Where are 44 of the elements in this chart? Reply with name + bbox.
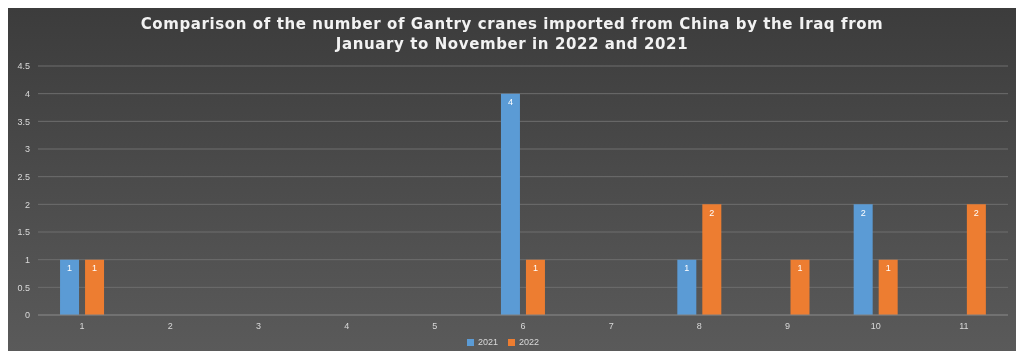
bar	[853, 204, 873, 315]
data-label: 1	[684, 263, 690, 274]
x-tick-label: 4	[344, 321, 350, 332]
x-tick-label: 7	[608, 321, 614, 332]
y-tick-label: 1	[24, 254, 30, 265]
y-tick-label: 4.5	[17, 61, 30, 72]
y-tick-label: 3.5	[17, 116, 30, 127]
data-label: 4	[507, 97, 513, 108]
x-tick-label: 11	[959, 321, 969, 332]
bar	[878, 259, 898, 315]
y-tick-label: 4	[24, 88, 30, 99]
data-label: 1	[532, 263, 538, 274]
x-tick-label: 6	[520, 321, 526, 332]
y-tick-label: 1.5	[17, 227, 30, 238]
y-tick-label: 0	[24, 310, 30, 321]
data-label: 2	[973, 207, 979, 218]
legend-label: 2021	[477, 337, 498, 347]
bar	[677, 259, 697, 315]
bar	[60, 259, 80, 315]
bar	[702, 204, 722, 315]
x-tick-label: 10	[870, 321, 881, 332]
y-tick-label: 2.5	[17, 171, 30, 182]
bar	[85, 259, 105, 315]
data-label: 1	[67, 263, 73, 274]
bar	[525, 259, 545, 315]
data-label: 1	[797, 263, 803, 274]
data-label: 2	[860, 207, 866, 218]
y-tick-label: 0.5	[17, 282, 30, 293]
bar	[966, 204, 986, 315]
data-label: 2	[709, 207, 715, 218]
legend-label: 2022	[519, 337, 540, 347]
x-tick-label: 1	[79, 321, 85, 332]
x-tick-label: 3	[255, 321, 261, 332]
y-tick-label: 2	[24, 199, 30, 210]
y-tick-label: 3	[24, 144, 30, 155]
data-label: 1	[92, 263, 98, 274]
bar	[790, 259, 810, 315]
x-tick-label: 5	[432, 321, 438, 332]
x-tick-label: 2	[167, 321, 173, 332]
x-tick-label: 9	[785, 321, 791, 332]
bar	[500, 93, 520, 315]
data-label: 1	[885, 263, 891, 274]
chart-title: Comparison of the number of Gantry cranes imported from China by the Iraq from January to November in 2022 and 2021	[139, 14, 885, 54]
x-tick-label: 8	[696, 321, 702, 332]
